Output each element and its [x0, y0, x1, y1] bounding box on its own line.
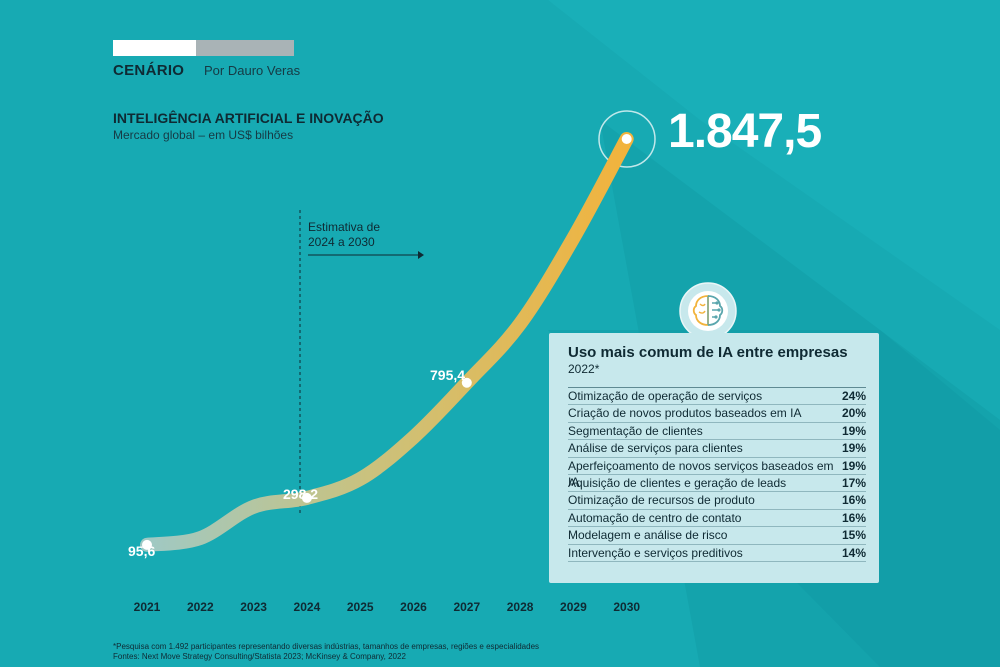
row-value: 19% — [841, 458, 866, 473]
row-value: 17% — [841, 475, 866, 490]
data-label-2021: 95,6 — [128, 543, 156, 559]
row-label: Segmentação de clientes — [568, 423, 703, 438]
data-point-2027 — [461, 377, 472, 388]
row-value: 16% — [841, 510, 866, 525]
table-row: Aquisição de clientes e geração de leads… — [568, 475, 866, 493]
data-point-2024 — [301, 492, 312, 503]
header-bar-white — [113, 40, 196, 56]
table-row: Otimização de recursos de produto 16% — [568, 492, 866, 510]
row-label: Otimização de recursos de produto — [568, 493, 755, 508]
x-tick-label: 2027 — [453, 600, 480, 614]
row-label: Aquisição de clientes e geração de leads — [568, 475, 787, 490]
x-tick-label: 2024 — [294, 600, 321, 614]
table-row: Análise de serviços para clientes 19% — [568, 440, 866, 458]
data-point-2030 — [621, 134, 632, 144]
table-row: Otimização de operação de serviços 24% — [568, 388, 866, 406]
x-tick-label: 2021 — [134, 600, 161, 614]
table-row: Criação de novos produtos baseados em IA… — [568, 405, 866, 423]
header-bar-gray — [196, 40, 294, 56]
series-line — [140, 132, 634, 552]
panel-title: Uso mais comum de IA entre empresas — [568, 344, 848, 361]
footnote: *Pesquisa com 1.492 participantes repres… — [113, 642, 539, 662]
bg-shard — [548, 0, 1000, 330]
data-point-2021 — [142, 539, 152, 550]
highlight-value: 1.847,5 — [668, 105, 822, 158]
table-row: Aperfeiçoamento de novos serviços basead… — [568, 458, 866, 489]
table-row: Automação de centro de contato 16% — [568, 510, 866, 528]
row-value: 24% — [841, 389, 866, 403]
byline: Por Dauro Veras — [204, 63, 301, 78]
row-value: 19% — [841, 423, 866, 438]
usage-table: Otimização de operação de serviços 24% Cri… — [568, 387, 866, 562]
row-label: Aperfeiçoamento de novos serviços basead… — [568, 458, 834, 489]
data-label-2024: 298,2 — [283, 486, 319, 502]
brain-circuit-icon — [679, 282, 737, 340]
footnote-survey: *Pesquisa com 1.492 participantes repres… — [113, 642, 540, 651]
panel-year: 2022* — [568, 362, 600, 376]
row-label: Criação de novos produtos baseados em IA — [568, 406, 802, 421]
table-row: Modelagem e análise de risco 15% — [568, 527, 866, 545]
x-tick-label: 2026 — [400, 600, 427, 614]
highlight-ring — [598, 110, 656, 168]
row-value: 20% — [841, 406, 866, 421]
row-label: Modelagem e análise de risco — [568, 528, 728, 543]
estimate-note-line: 2024 a 2030 — [308, 235, 375, 249]
row-label: Análise de serviços para clientes — [568, 441, 743, 456]
row-value: 15% — [841, 528, 866, 543]
estimate-arrow-head — [418, 251, 424, 259]
row-value: 14% — [841, 545, 866, 560]
chart-subtitle: Mercado global – em US$ bilhões — [113, 128, 294, 142]
x-tick-label: 2028 — [507, 600, 534, 614]
estimate-note-line: Estimativa de — [308, 220, 381, 234]
section-label: CENÁRIO — [113, 62, 185, 79]
table-row: Segmentação de clientes 19% — [568, 423, 866, 441]
estimate-note: Estimativa de 2024 a 2030 — [308, 220, 380, 250]
x-tick-label: 2030 — [613, 600, 640, 614]
row-label: Otimização de operação de serviços — [568, 389, 763, 403]
row-value: 19% — [841, 441, 866, 456]
row-value: 16% — [841, 493, 866, 508]
footnote-sources: Fontes: Next Move Strategy Consulting/St… — [113, 652, 406, 661]
row-label: Automação de centro de contato — [568, 510, 742, 525]
data-label-2027: 795,4 — [430, 367, 466, 383]
chart-title: INTELIGÊNCIA ARTIFICIAL E INOVAÇÃO — [113, 110, 384, 126]
table-row: Intervenção e serviços preditivos 14% — [568, 545, 866, 562]
x-tick-label: 2022 — [187, 600, 214, 614]
x-tick-label: 2025 — [347, 600, 374, 614]
x-tick-label: 2029 — [560, 600, 587, 614]
row-label: Intervenção e serviços preditivos — [568, 545, 743, 560]
usage-panel: Uso mais comum de IA entre empresas 2022… — [549, 333, 879, 583]
x-tick-label: 2023 — [240, 600, 267, 614]
